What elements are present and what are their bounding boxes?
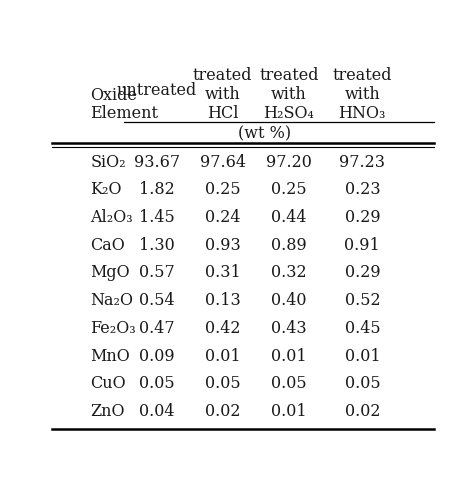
Text: 0.01: 0.01	[345, 348, 380, 364]
Text: with: with	[345, 86, 380, 103]
Text: 97.20: 97.20	[266, 154, 312, 170]
Text: MnO: MnO	[91, 348, 130, 364]
Text: 0.01: 0.01	[271, 348, 307, 364]
Text: with: with	[205, 86, 241, 103]
Text: 0.05: 0.05	[139, 376, 174, 392]
Text: 0.91: 0.91	[345, 236, 380, 254]
Text: 0.05: 0.05	[205, 376, 240, 392]
Text: 0.45: 0.45	[345, 320, 380, 337]
Text: 0.25: 0.25	[271, 181, 307, 198]
Text: Na₂O: Na₂O	[91, 292, 134, 309]
Text: 0.31: 0.31	[205, 264, 241, 281]
Text: with: with	[271, 86, 307, 103]
Text: 0.54: 0.54	[139, 292, 174, 309]
Text: (wt %): (wt %)	[238, 126, 292, 142]
Text: 1.30: 1.30	[139, 236, 174, 254]
Text: 97.23: 97.23	[339, 154, 385, 170]
Text: SiO₂: SiO₂	[91, 154, 126, 170]
Text: 0.40: 0.40	[271, 292, 307, 309]
Text: ZnO: ZnO	[91, 403, 125, 420]
Text: 0.43: 0.43	[271, 320, 307, 337]
Text: 93.67: 93.67	[134, 154, 180, 170]
Text: 0.29: 0.29	[345, 209, 380, 226]
Text: 0.25: 0.25	[205, 181, 240, 198]
Text: Al₂O₃: Al₂O₃	[91, 209, 133, 226]
Text: 1.45: 1.45	[139, 209, 174, 226]
Text: 1.82: 1.82	[139, 181, 174, 198]
Text: HCl: HCl	[207, 106, 238, 122]
Text: HNO₃: HNO₃	[338, 106, 386, 122]
Text: H₂SO₄: H₂SO₄	[264, 106, 314, 122]
Text: 0.04: 0.04	[139, 403, 174, 420]
Text: CuO: CuO	[91, 376, 126, 392]
Text: 0.24: 0.24	[205, 209, 240, 226]
Text: treated: treated	[333, 67, 392, 84]
Text: 0.29: 0.29	[345, 264, 380, 281]
Text: 0.52: 0.52	[345, 292, 380, 309]
Text: 0.89: 0.89	[271, 236, 307, 254]
Text: 0.42: 0.42	[205, 320, 240, 337]
Text: 0.32: 0.32	[271, 264, 307, 281]
Text: 0.13: 0.13	[205, 292, 241, 309]
Text: 0.47: 0.47	[139, 320, 174, 337]
Text: CaO: CaO	[91, 236, 125, 254]
Text: 0.05: 0.05	[271, 376, 307, 392]
Text: 0.93: 0.93	[205, 236, 241, 254]
Text: treated: treated	[259, 67, 319, 84]
Text: MgO: MgO	[91, 264, 130, 281]
Text: 0.02: 0.02	[205, 403, 240, 420]
Text: 0.02: 0.02	[345, 403, 380, 420]
Text: Element: Element	[91, 104, 158, 122]
Text: Fe₂O₃: Fe₂O₃	[91, 320, 136, 337]
Text: 0.44: 0.44	[271, 209, 307, 226]
Text: 0.57: 0.57	[139, 264, 174, 281]
Text: 0.01: 0.01	[205, 348, 240, 364]
Text: 97.64: 97.64	[200, 154, 246, 170]
Text: Oxide: Oxide	[91, 87, 137, 104]
Text: 0.01: 0.01	[271, 403, 307, 420]
Text: 0.05: 0.05	[345, 376, 380, 392]
Text: 0.09: 0.09	[139, 348, 174, 364]
Text: 0.23: 0.23	[345, 181, 380, 198]
Text: K₂O: K₂O	[91, 181, 122, 198]
Text: treated: treated	[193, 67, 253, 84]
Text: untreated: untreated	[117, 82, 197, 100]
